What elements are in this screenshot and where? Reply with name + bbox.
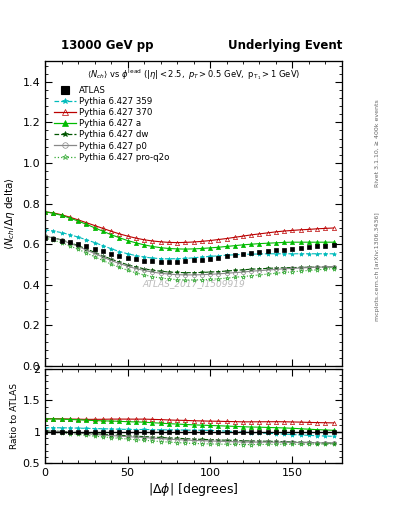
Text: 13000 GeV pp: 13000 GeV pp [61,39,153,52]
Text: $\langle N_{ch}\rangle$ vs $\phi^{\rm lead}$ ($|\eta| < 2.5,\ p_T > 0.5\ \rm{GeV: $\langle N_{ch}\rangle$ vs $\phi^{\rm le… [87,68,300,82]
Y-axis label: Ratio to ATLAS: Ratio to ATLAS [9,383,18,449]
Text: Rivet 3.1.10, ≥ 400k events: Rivet 3.1.10, ≥ 400k events [375,99,380,187]
X-axis label: $|\Delta\phi|$ [degrees]: $|\Delta\phi|$ [degrees] [148,481,239,498]
Text: mcplots.cern.ch [arXiv:1306.3436]: mcplots.cern.ch [arXiv:1306.3436] [375,212,380,321]
Text: Underlying Event: Underlying Event [228,39,342,52]
Text: ATLAS_2017_I1509919: ATLAS_2017_I1509919 [142,280,245,288]
Legend: ATLAS, Pythia 6.427 359, Pythia 6.427 370, Pythia 6.427 a, Pythia 6.427 dw, Pyth: ATLAS, Pythia 6.427 359, Pythia 6.427 37… [53,84,171,163]
Y-axis label: $\langle N_{ch} / \Delta\eta\ \mathrm{delta}\rangle$: $\langle N_{ch} / \Delta\eta\ \mathrm{de… [3,178,17,250]
